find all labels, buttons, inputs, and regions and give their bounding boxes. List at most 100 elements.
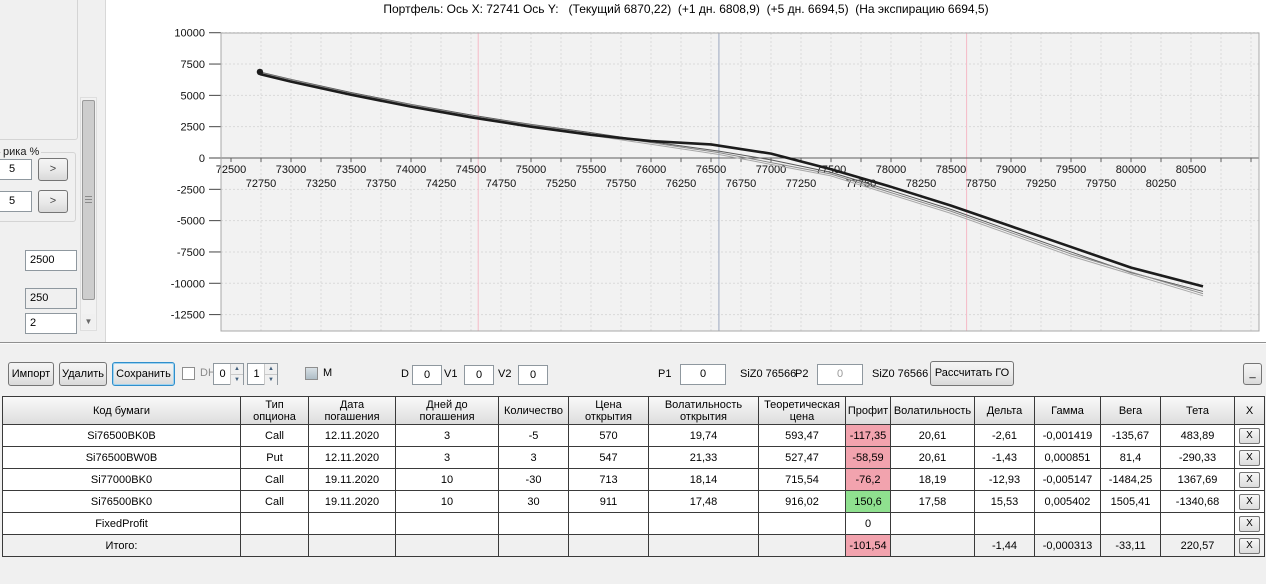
column-header[interactable]: Профит — [846, 397, 891, 425]
sidebar-scrollbar[interactable]: ▼ — [80, 97, 97, 331]
spinner-up-icon[interactable]: ▲ — [230, 364, 243, 374]
cell — [1035, 513, 1101, 535]
cell — [499, 535, 569, 557]
cell: Put — [241, 447, 309, 469]
column-header[interactable]: Волатильность открытия — [649, 397, 759, 425]
column-header[interactable]: Тета — [1161, 397, 1235, 425]
save-button[interactable]: Сохранить — [112, 362, 175, 386]
scrollbar-down-arrow-icon[interactable]: ▼ — [82, 314, 95, 329]
column-header[interactable]: Вега — [1101, 397, 1161, 425]
cell-delete: X — [1235, 535, 1265, 557]
cell: 916,02 — [759, 491, 846, 513]
spinner-down-icon[interactable]: ▼ — [264, 374, 277, 385]
column-header[interactable]: Гамма — [1035, 397, 1101, 425]
delete-row-button[interactable]: X — [1239, 427, 1260, 444]
svg-text:2500: 2500 — [181, 122, 205, 134]
spinner-down-icon[interactable]: ▼ — [230, 374, 243, 385]
chart-title: Портфель: Ось X: 72741 Ось Y: (Текущий 6… — [383, 2, 989, 16]
spinner-up-icon[interactable]: ▲ — [264, 364, 277, 374]
scrollbar-grip-icon — [85, 196, 92, 204]
column-header[interactable]: Дней до погашения — [396, 397, 499, 425]
cell: Call — [241, 425, 309, 447]
column-header[interactable]: Код бумаги — [3, 397, 241, 425]
svg-text:77000: 77000 — [756, 164, 787, 176]
cell: FixedProfit — [3, 513, 241, 535]
p1-label: P1 — [658, 368, 672, 380]
import-button[interactable]: Импорт — [8, 362, 54, 386]
column-header[interactable]: Волатильность — [891, 397, 975, 425]
cell-delete: X — [1235, 425, 1265, 447]
cell — [569, 513, 649, 535]
svg-text:75750: 75750 — [606, 178, 637, 190]
delete-button[interactable]: Удалить — [59, 362, 107, 386]
svg-text:75000: 75000 — [516, 164, 547, 176]
dh-spinner-1[interactable]: 0 ▲ ▼ — [213, 363, 244, 385]
delete-row-button[interactable]: X — [1239, 515, 1260, 532]
m-checkbox[interactable] — [305, 367, 318, 380]
v1-field[interactable]: 0 — [464, 365, 494, 385]
d-field[interactable]: 0 — [412, 365, 442, 385]
delete-row-button[interactable]: X — [1239, 537, 1260, 554]
apply-percent-button-1[interactable]: > — [38, 158, 68, 181]
cell: 0,000851 — [1035, 447, 1101, 469]
apply-percent-button-2[interactable]: > — [38, 190, 68, 213]
cell: 81,4 — [1101, 447, 1161, 469]
column-header[interactable]: Тип опциона — [241, 397, 309, 425]
sidebar-field-3[interactable]: 2 — [25, 313, 77, 334]
percent-input-2[interactable]: 5 — [0, 191, 32, 212]
cell: 12.11.2020 — [309, 447, 396, 469]
cell: -2,61 — [975, 425, 1035, 447]
cell: Si76500BW0B — [3, 447, 241, 469]
cell — [396, 535, 499, 557]
cell: 12.11.2020 — [309, 425, 396, 447]
svg-text:73250: 73250 — [306, 178, 337, 190]
column-header[interactable]: Цена открытия — [569, 397, 649, 425]
column-header[interactable]: Количество — [499, 397, 569, 425]
delete-row-button[interactable]: X — [1239, 471, 1260, 488]
payoff-chart[interactable]: 72500 73000 73500 74000 74500 75000 75500 76000… — [106, 0, 1266, 342]
toolbar: Импорт Удалить Сохранить DH 0 ▲ ▼ 1 ▲ ▼ … — [0, 344, 1266, 394]
cell: -135,67 — [1101, 425, 1161, 447]
m-label: M — [323, 367, 333, 379]
column-header[interactable]: Дата погашения — [309, 397, 396, 425]
dh-spinner-2-value: 1 — [253, 368, 260, 380]
percent-input-1[interactable]: 5 — [0, 159, 32, 180]
p1-field[interactable]: 0 — [680, 364, 726, 385]
table-row: Si77000BK0 Call 19.11.2020 10 -30 713 18,14 715… — [3, 469, 1265, 491]
sidebar-groupbox-top — [0, 0, 78, 140]
svg-text:-5000: -5000 — [177, 216, 205, 228]
cell: 30 — [499, 491, 569, 513]
column-header[interactable]: Теоретическая цена — [759, 397, 846, 425]
sidebar-scrollbar-thumb[interactable] — [82, 100, 95, 300]
profit-cell: 150,6 — [846, 491, 891, 513]
sidebar-field-2[interactable]: 250 — [25, 288, 77, 309]
dh-label: DH — [200, 367, 216, 379]
svg-text:78750: 78750 — [966, 178, 997, 190]
svg-text:74250: 74250 — [426, 178, 457, 190]
cell: Si76500BK0 — [3, 491, 241, 513]
delete-row-button[interactable]: X — [1239, 449, 1260, 466]
column-header[interactable]: Дельта — [975, 397, 1035, 425]
chart-panel: Портфель: Ось X: 72741 Ось Y: (Текущий 6… — [105, 0, 1266, 342]
cell: Si77000BK0 — [3, 469, 241, 491]
dh-checkbox[interactable] — [182, 367, 195, 380]
cell — [649, 535, 759, 557]
collapse-button[interactable]: _ — [1243, 363, 1262, 385]
delete-row-button[interactable]: X — [1239, 493, 1260, 510]
cell: 570 — [569, 425, 649, 447]
cell: -290,33 — [1161, 447, 1235, 469]
svg-text:-12500: -12500 — [171, 310, 205, 322]
calc-margin-button[interactable]: Рассчитать ГО — [930, 361, 1014, 386]
v2-field[interactable]: 0 — [518, 365, 548, 385]
cell: Call — [241, 469, 309, 491]
sidebar-field-1[interactable]: 2500 — [25, 250, 77, 271]
svg-text:73000: 73000 — [276, 164, 307, 176]
column-header[interactable]: X — [1235, 397, 1265, 425]
cell: 3 — [499, 447, 569, 469]
cell: -12,93 — [975, 469, 1035, 491]
dh-spinner-2[interactable]: 1 ▲ ▼ — [247, 363, 278, 385]
svg-text:75500: 75500 — [576, 164, 607, 176]
p2-field[interactable]: 0 — [817, 364, 863, 385]
svg-text:74750: 74750 — [486, 178, 517, 190]
